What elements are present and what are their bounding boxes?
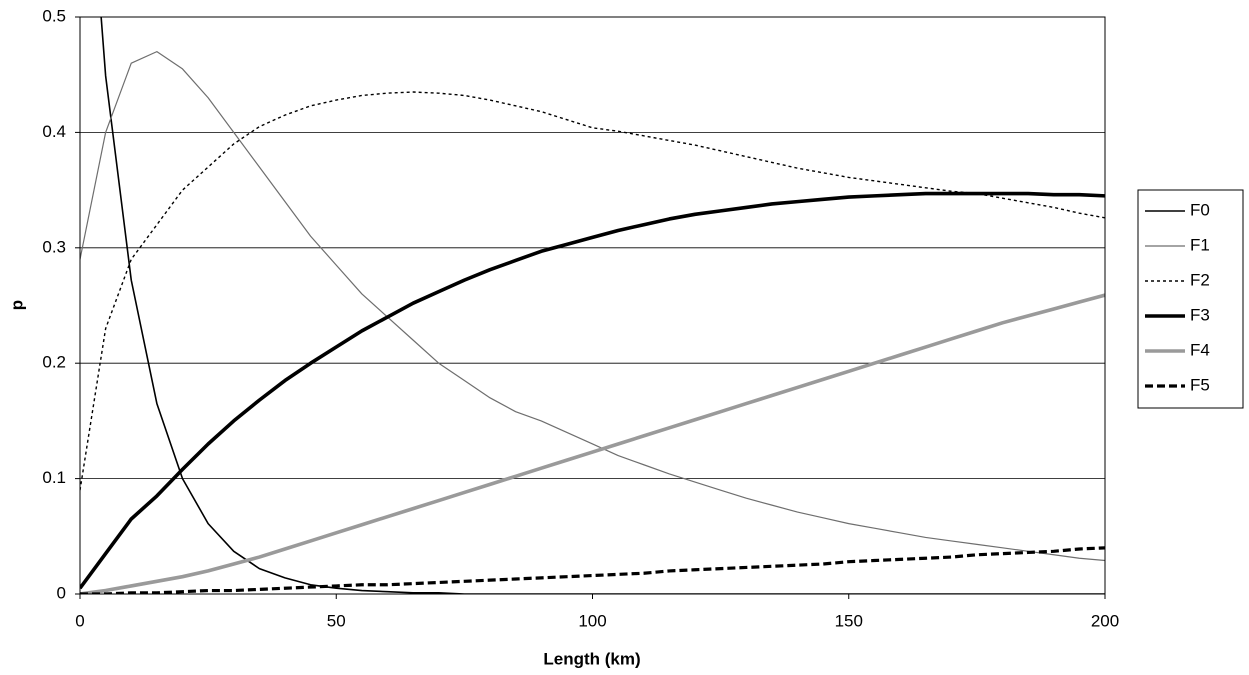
y-tick-label: 0.3 — [42, 237, 66, 256]
legend-box — [1137, 189, 1244, 409]
x-axis-label: Length (km) — [543, 649, 640, 668]
series-line — [80, 91, 1105, 491]
legend-label: F1 — [1190, 235, 1210, 254]
series-line — [80, 191, 1105, 590]
series-line — [80, 293, 1105, 594]
series-line — [80, 546, 1105, 594]
legend-label: F2 — [1190, 270, 1210, 289]
x-tick-label: 100 — [578, 611, 606, 630]
y-tick-label: 0.2 — [42, 353, 66, 372]
legend-label: F3 — [1190, 305, 1210, 324]
grid — [80, 16, 1105, 595]
y-axis-label: p — [7, 300, 26, 310]
y-tick-label: 0.5 — [42, 6, 66, 25]
y-tick-label: 0.4 — [42, 122, 66, 141]
series-line — [100, 17, 1105, 594]
x-tick-label: 150 — [835, 611, 863, 630]
legend-label: F0 — [1190, 200, 1210, 219]
x-tick-label: 0 — [75, 611, 84, 630]
y-tick-label: 0 — [57, 583, 66, 602]
x-tick-label: 200 — [1091, 611, 1119, 630]
legend-label: F5 — [1190, 375, 1210, 394]
plot-frame — [79, 16, 1106, 595]
legend-label: F4 — [1190, 340, 1210, 359]
plot-lines — [80, 17, 1105, 594]
y-tick-label: 0.1 — [42, 468, 66, 487]
x-tick-label: 50 — [327, 611, 346, 630]
series-line — [80, 51, 1105, 562]
